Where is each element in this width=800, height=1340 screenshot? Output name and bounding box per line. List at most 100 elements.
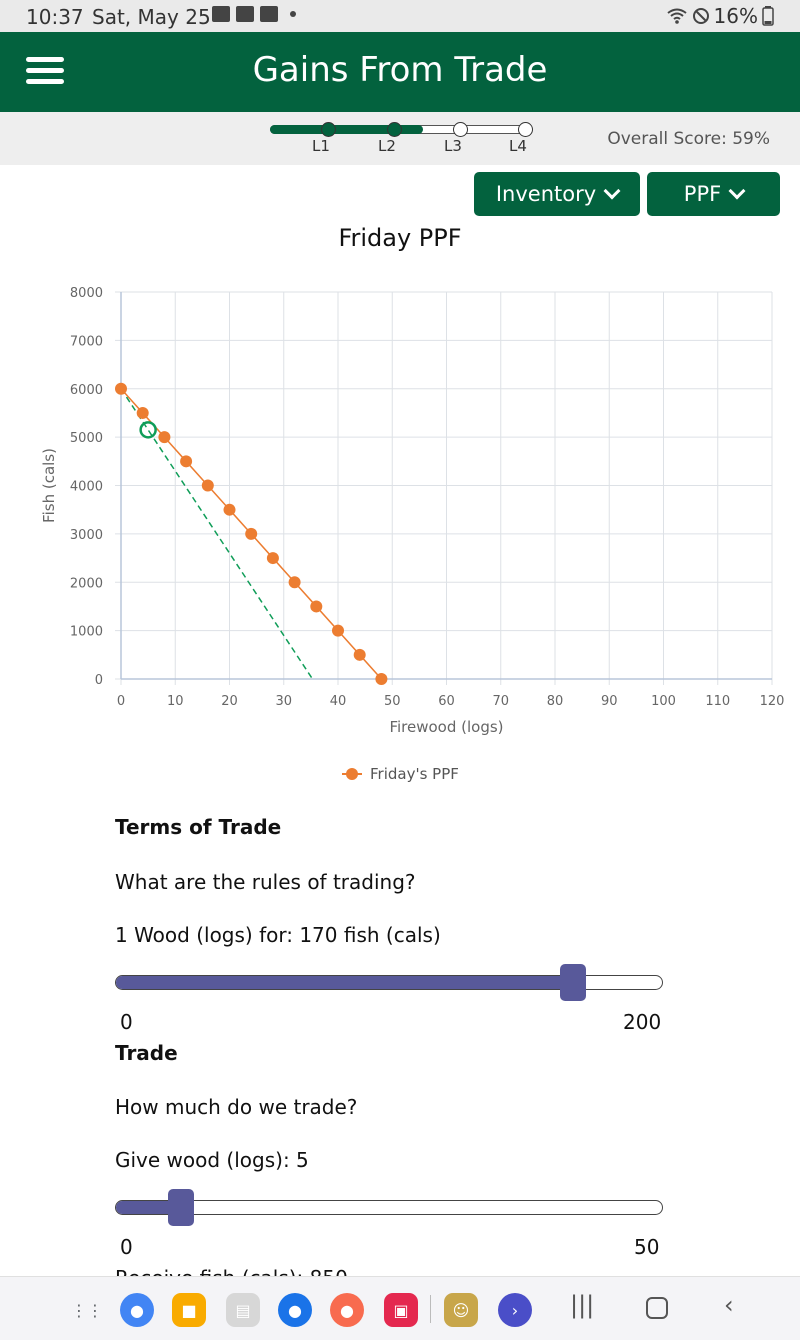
y-tick-label: 0	[95, 673, 103, 688]
x-tick-label: 50	[384, 694, 401, 709]
x-tick-label: 120	[760, 694, 785, 709]
y-tick-label: 2000	[70, 576, 103, 591]
x-tick-label: 70	[492, 694, 509, 709]
x-tick-label: 100	[651, 694, 676, 709]
chevron-down-icon	[603, 182, 621, 200]
give-wood-label: Give wood (logs): 5	[115, 1148, 309, 1172]
terms-slider-fill	[116, 976, 573, 989]
ppf-data-point	[115, 382, 127, 395]
status-time: 10:37	[26, 5, 84, 29]
contacts-icon[interactable]: ●	[330, 1293, 364, 1327]
menu-icon[interactable]	[26, 57, 64, 87]
give-wood-slider-fill	[116, 1201, 182, 1214]
files-icon[interactable]: ■	[172, 1293, 206, 1327]
chart-title: Friday PPF	[338, 224, 462, 252]
calendar-icon	[236, 6, 254, 22]
trade-heading: Trade	[115, 1041, 178, 1065]
level-dot-l2	[387, 122, 402, 137]
ppf-data-point	[158, 431, 171, 444]
navigation-bar: ⋮⋮ ● ■ ▤ ● ● ▣ ☺ › ||| ‹	[0, 1276, 800, 1340]
terms-slider-thumb[interactable]	[559, 964, 586, 1001]
give-wood-slider-thumb[interactable]	[168, 1189, 195, 1226]
level-label-l2: L2	[378, 137, 396, 155]
back-icon[interactable]: ‹	[724, 1291, 734, 1319]
ppf-data-point	[245, 527, 258, 540]
level-dot-l3	[453, 122, 468, 137]
level-dot-l1	[321, 122, 336, 137]
chevron-down-icon	[728, 182, 746, 200]
level-progress-fill	[270, 125, 423, 134]
x-tick-label: 0	[117, 694, 125, 709]
ppf-data-point	[136, 406, 149, 419]
y-tick-label: 4000	[70, 480, 103, 495]
y-tick-label: 5000	[70, 431, 103, 446]
level-label-l1: L1	[312, 137, 330, 155]
x-tick-label: 30	[275, 694, 292, 709]
ppf-data-point	[180, 455, 193, 468]
game-icon[interactable]: ☺	[444, 1293, 478, 1327]
more-notifications-icon	[290, 11, 296, 17]
nav-divider	[430, 1295, 431, 1323]
level-label-l3: L3	[444, 137, 462, 155]
chrome-icon[interactable]: ●	[120, 1293, 154, 1327]
ppf-data-point	[201, 479, 214, 492]
terms-slider-min: 0	[120, 1010, 133, 1034]
messages-icon[interactable]: ●	[278, 1293, 312, 1327]
app-bar: Gains From Trade	[0, 32, 800, 112]
do-not-disturb-icon	[692, 8, 709, 24]
ppf-data-point	[288, 576, 301, 589]
overall-score: Overall Score: 59%	[607, 129, 770, 149]
x-tick-label: 20	[221, 694, 238, 709]
legend-label: Friday's PPF	[370, 765, 459, 783]
app-title: Gains From Trade	[252, 50, 548, 90]
x-axis-label: Firewood (logs)	[389, 718, 503, 736]
y-tick-label: 8000	[70, 286, 103, 301]
news-icon	[260, 6, 278, 22]
terms-heading: Terms of Trade	[115, 815, 282, 839]
wifi-icon	[666, 8, 687, 24]
level-progress: L1 L2 L3 L4 Overall Score: 59%	[0, 112, 800, 165]
gallery-icon	[212, 6, 230, 22]
y-tick-label: 3000	[70, 528, 103, 543]
classroom-icon[interactable]: ▤	[226, 1293, 260, 1327]
app-drawer-icon[interactable]: ⋮⋮	[71, 1300, 103, 1320]
give-wood-slider[interactable]	[115, 1189, 663, 1226]
ppf-button-label: PPF	[683, 182, 722, 206]
ppf-data-point	[353, 648, 366, 661]
trade-line	[120, 388, 314, 680]
legend-marker	[346, 768, 358, 780]
x-tick-label: 10	[167, 694, 184, 709]
give-wood-slider-min: 0	[120, 1235, 133, 1259]
ppf-data-point	[266, 552, 279, 565]
status-bar: 10:37 Sat, May 25 16%	[0, 0, 800, 32]
inventory-button-label: Inventory	[495, 182, 597, 206]
y-tick-label: 6000	[70, 383, 103, 398]
home-icon[interactable]	[646, 1297, 668, 1319]
terms-question: What are the rules of trading?	[115, 870, 416, 894]
level-dot-l4	[518, 122, 533, 137]
x-tick-label: 80	[547, 694, 564, 709]
x-tick-label: 90	[601, 694, 618, 709]
recent-apps-icon[interactable]: |||	[570, 1291, 595, 1319]
terms-slider[interactable]	[115, 964, 663, 1001]
y-axis-label: Fish (cals)	[40, 448, 58, 523]
terms-slider-max: 200	[623, 1010, 662, 1034]
y-tick-label: 7000	[70, 334, 103, 349]
x-tick-label: 40	[330, 694, 347, 709]
inventory-button[interactable]: Inventory	[474, 172, 640, 216]
give-wood-slider-max: 50	[634, 1235, 660, 1259]
app-icon[interactable]: ›	[498, 1293, 532, 1327]
battery-icon	[762, 6, 774, 26]
x-tick-label: 110	[705, 694, 730, 709]
screen-recorder-icon[interactable]: ▣	[384, 1293, 418, 1327]
x-tick-label: 60	[438, 694, 455, 709]
ppf-data-point	[310, 600, 323, 613]
ppf-button[interactable]: PPF	[647, 172, 780, 216]
ppf-data-point	[332, 624, 344, 637]
notification-icons	[212, 6, 296, 22]
status-date: Sat, May 25	[92, 5, 211, 29]
y-tick-label: 1000	[70, 625, 103, 640]
level-label-l4: L4	[509, 137, 527, 155]
ppf-data-point	[375, 673, 388, 685]
battery-percent: 16%	[713, 4, 758, 28]
